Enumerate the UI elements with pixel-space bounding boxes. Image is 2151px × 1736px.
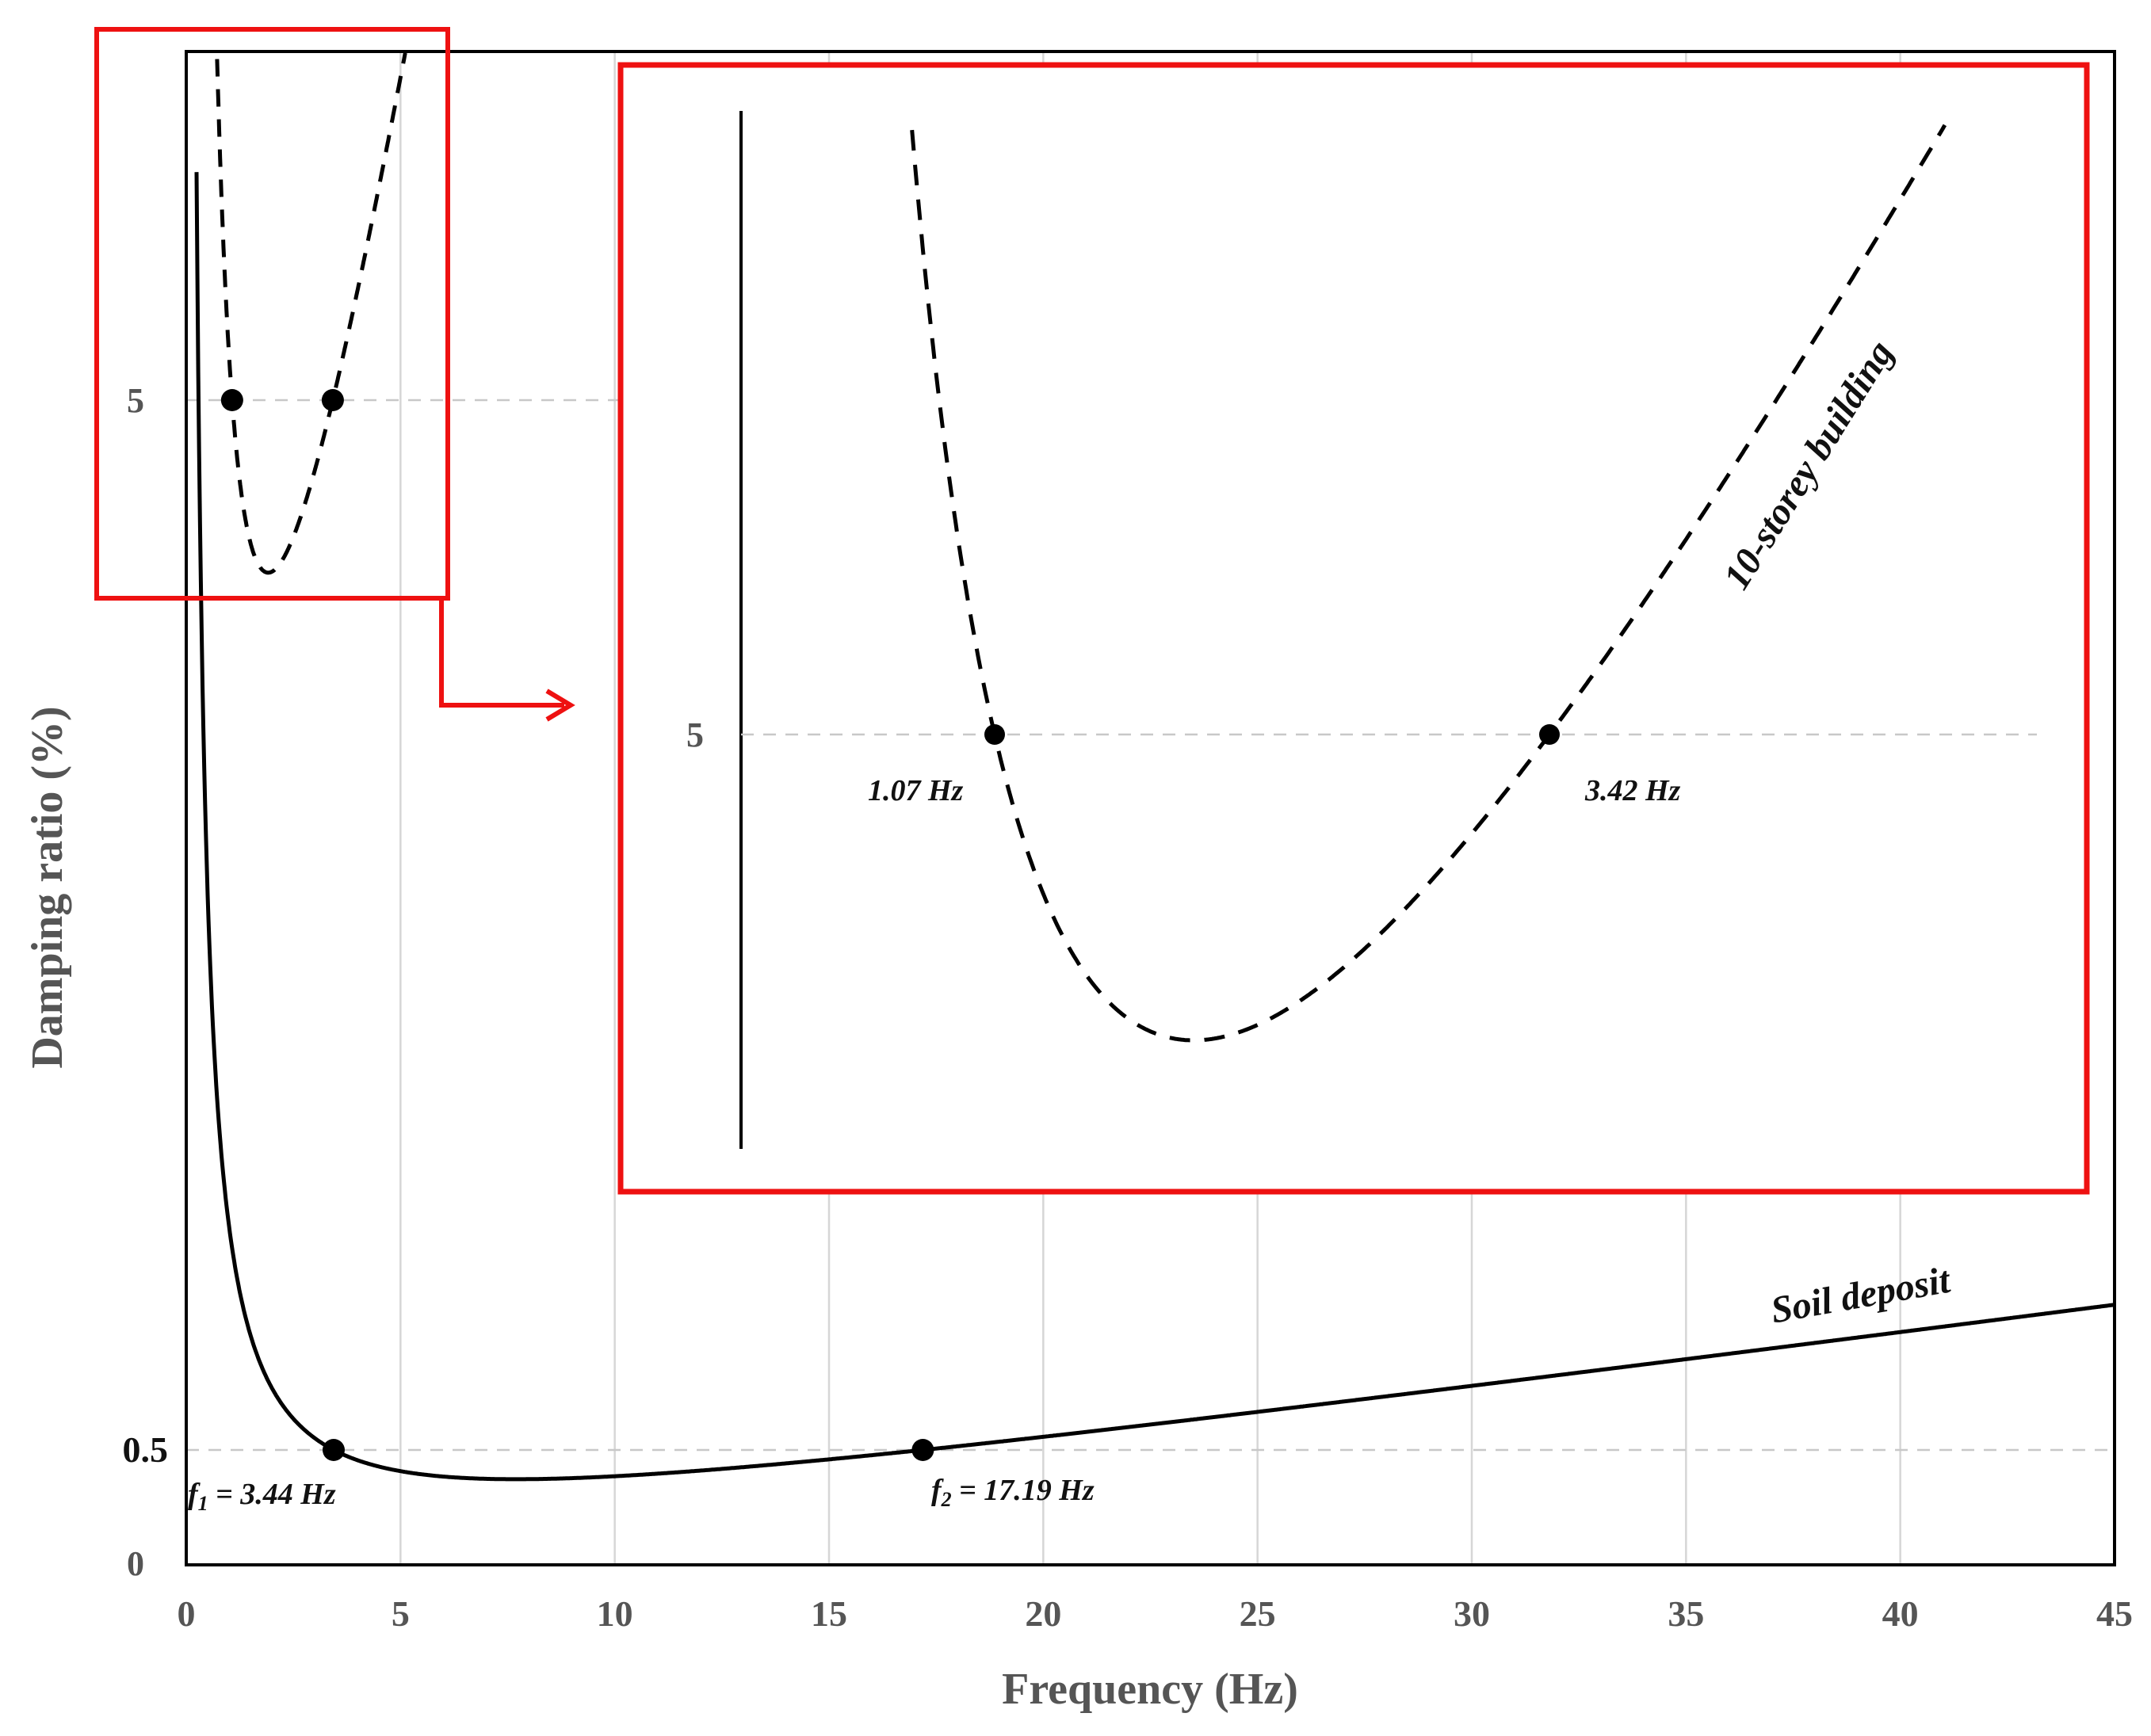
soil-point-f1 [322,1439,345,1461]
x-tick-35: 35 [1668,1593,1704,1634]
soil-point-f2 [911,1439,934,1461]
x-tick-45: 45 [2096,1593,2133,1634]
y-axis-title: Damping ratio (%) [23,706,72,1068]
x-axis-title: Frequency (Hz) [1002,1665,1298,1714]
building-curve [215,52,407,575]
building-point-1 [220,389,243,411]
highlight-arrowhead [545,689,575,722]
x-tick-labels: 0 5 10 15 20 25 30 35 40 45 [178,1593,2134,1634]
x-tick-40: 40 [1882,1593,1919,1634]
y-tick-0: 0 [127,1544,144,1583]
x-tick-30: 30 [1454,1593,1490,1634]
highlight-arrow [439,598,564,708]
x-tick-0: 0 [178,1593,196,1634]
inset-point-2-label: 3.42 Hz [1584,774,1681,807]
x-tick-10: 10 [597,1593,633,1634]
soil-deposit-label: Soil deposit [1767,1259,1954,1332]
inset-y-tick-5: 5 [686,715,704,754]
x-tick-15: 15 [811,1593,847,1634]
x-tick-5: 5 [392,1593,410,1634]
y-tick-0-5: 0.5 [123,1429,169,1470]
inset-point-2 [1539,724,1560,745]
inset-panel [617,62,2090,1195]
x-tick-20: 20 [1025,1593,1061,1634]
f1-label: f1 = 3.44 Hz [188,1478,336,1515]
inset-point-1-label: 1.07 Hz [868,774,964,807]
building-point-2 [321,389,344,411]
y-tick-5: 5 [127,381,144,420]
f2-label: f2 = 17.19 Hz [931,1474,1095,1511]
inset-point-1 [984,724,1005,745]
plot-frame [185,50,2116,1566]
x-tick-25: 25 [1240,1593,1276,1634]
highlight-box [94,27,450,601]
soil-deposit-curve [194,172,2115,1482]
